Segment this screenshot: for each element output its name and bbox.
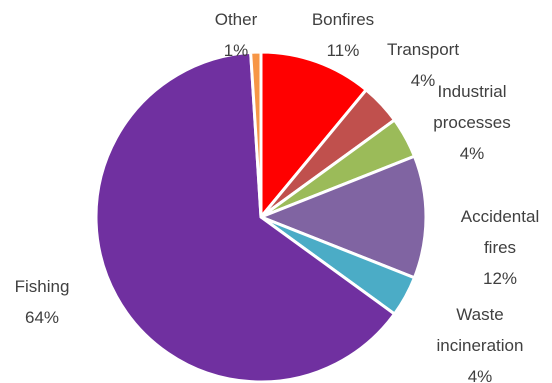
data-label-other: Other 1% bbox=[215, 10, 258, 60]
data-label-transport: Transport 4% bbox=[387, 40, 459, 90]
pie-slices bbox=[94, 50, 428, 383]
data-label-bonfires: Bonfires 11% bbox=[312, 10, 374, 60]
pie-labels: Bonfires 11% Transport 4%Industrial processe… bbox=[15, 10, 540, 383]
data-label-fishing: Fishing 64% bbox=[15, 277, 70, 327]
data-label-industrial-processes: Industrial processes 4% bbox=[433, 82, 510, 163]
data-label-accidental-fires: Accidental fires 12% bbox=[461, 207, 539, 288]
pie-slice-other bbox=[249, 50, 263, 219]
pie-slice-fishing bbox=[94, 50, 396, 383]
data-label-waste-incineration: Waste incineration 4% bbox=[437, 305, 524, 383]
pie-slice-bonfires bbox=[259, 50, 368, 219]
pie-slice-accidental-fires bbox=[259, 154, 428, 280]
